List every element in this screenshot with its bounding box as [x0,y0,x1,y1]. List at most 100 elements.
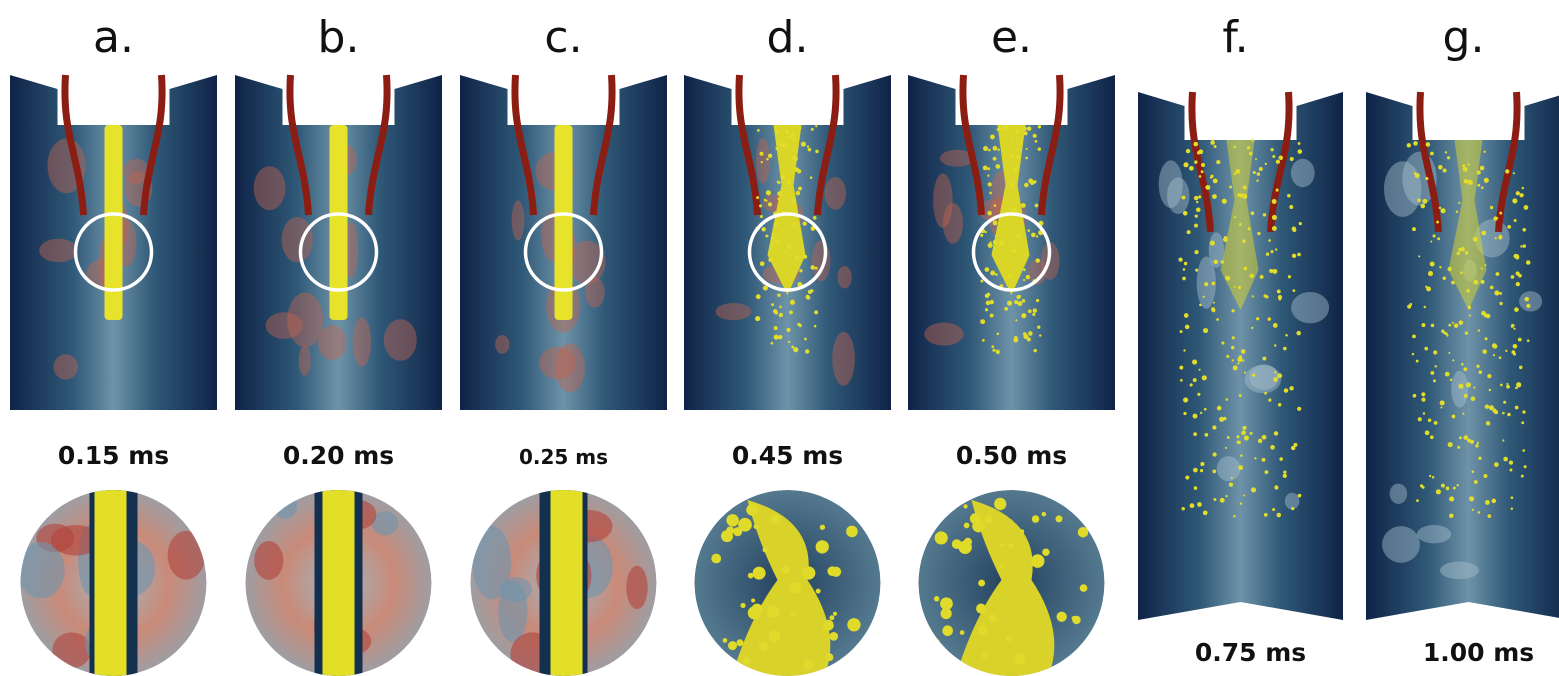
panel-label: a. [93,12,134,63]
zoom-droplet [1078,527,1088,537]
flow-patch [1291,292,1329,323]
flow-patch [1440,562,1479,580]
time-label: 0.25 ms [519,445,608,469]
droplet [1516,191,1520,195]
droplet [1268,317,1271,320]
droplet [1426,142,1431,147]
droplet [1440,406,1442,408]
droplet [1234,286,1236,288]
droplet [1493,216,1497,220]
droplet [798,187,802,191]
droplet [1487,374,1491,378]
droplet [1485,404,1489,408]
droplet [1240,454,1243,457]
droplet [1210,240,1215,245]
droplet [1464,394,1468,398]
droplet [1203,510,1208,515]
zoom-droplet [726,526,734,534]
droplet [1033,349,1036,352]
droplet [1231,477,1233,479]
droplet [980,319,985,324]
droplet [1482,349,1487,354]
droplet [1503,401,1506,404]
droplet [1428,419,1431,422]
droplet [1268,399,1271,402]
droplet [1023,259,1025,261]
droplet [1241,349,1246,354]
flow-patch [318,325,346,360]
zoom-droplet [958,541,971,554]
droplet [1251,139,1254,142]
droplet [1037,147,1041,151]
zoom-jet [95,480,127,676]
droplet [1272,508,1275,511]
droplet [985,294,989,298]
droplet [1290,157,1294,161]
droplet [1221,260,1224,263]
droplet [1203,328,1208,333]
zoom-droplet [790,582,802,594]
droplet [1241,432,1245,436]
zoom-droplet [960,630,965,635]
droplet [776,147,779,150]
droplet [1016,129,1020,133]
droplet [1425,177,1428,180]
droplet [1242,239,1246,243]
droplet [1463,435,1468,440]
zoom-droplet [754,524,759,529]
zoom-droplet [711,554,721,564]
droplet [1272,215,1277,220]
droplet [1492,343,1497,348]
droplet [1227,436,1230,439]
droplet [803,222,807,226]
droplet [1275,248,1277,250]
droplet [992,349,995,352]
droplet [1263,213,1266,216]
droplet [1462,164,1465,167]
droplet [1283,474,1287,478]
droplet [1297,407,1301,411]
zoom-droplet [767,605,780,618]
flow-patch [254,166,286,210]
droplet [1449,496,1454,501]
droplet [811,128,814,131]
droplet [1514,307,1519,312]
droplet [789,311,793,315]
droplet [1512,198,1517,203]
droplet [1008,208,1010,210]
droplet [1021,203,1026,208]
flow-patch [1285,493,1300,510]
droplet [1476,365,1479,368]
droplet [1179,366,1183,370]
droplet [1511,275,1515,279]
droplet [1212,425,1216,429]
droplet [1278,403,1282,407]
zoom-droplet [790,613,795,618]
droplet [1234,173,1237,176]
droplet [1186,149,1190,153]
flow-patch [812,240,830,281]
droplet [1011,154,1014,157]
droplet [1430,435,1434,439]
droplet [1522,187,1524,189]
droplet [1015,319,1017,321]
flow-patch [1167,178,1189,214]
droplet [1233,146,1236,149]
droplet [990,314,994,318]
droplet [982,339,985,342]
droplet [1439,266,1441,268]
droplet [1184,262,1188,266]
zoom-droplet [763,547,768,552]
droplet [799,324,802,327]
droplet [777,191,782,196]
droplet [1251,211,1255,215]
droplet [1435,365,1437,367]
droplet [815,150,819,154]
flow-patch [716,303,752,320]
droplet [777,293,780,296]
droplet [1199,304,1202,307]
droplet [1445,151,1447,153]
droplet [1464,179,1468,183]
droplet [1279,156,1283,160]
droplet [1460,271,1463,274]
